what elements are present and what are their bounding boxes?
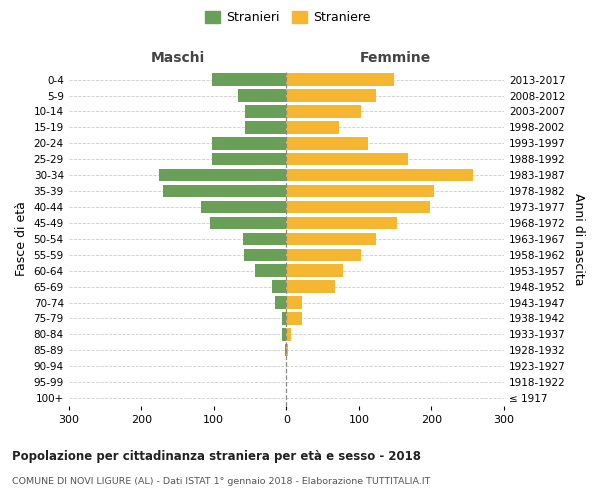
Bar [212,153,286,166]
Bar [286,74,394,86]
Bar [286,232,376,245]
Bar [163,185,286,198]
Bar [286,264,343,277]
Bar [282,312,286,324]
Text: Femmine: Femmine [359,51,431,65]
Bar [286,90,376,102]
Bar [212,137,286,149]
Text: Popolazione per cittadinanza straniera per età e sesso - 2018: Popolazione per cittadinanza straniera p… [12,450,421,463]
Y-axis label: Fasce di età: Fasce di età [15,202,28,276]
Bar [286,280,335,293]
Bar [286,121,338,134]
Bar [286,248,361,261]
Bar [285,344,286,356]
Bar [245,121,286,134]
Bar [286,296,302,308]
Y-axis label: Anni di nascita: Anni di nascita [572,192,585,285]
Bar [286,201,430,213]
Bar [286,137,368,149]
Legend: Stranieri, Straniere: Stranieri, Straniere [200,6,376,29]
Text: COMUNE DI NOVI LIGURE (AL) - Dati ISTAT 1° gennaio 2018 - Elaborazione TUTTITALI: COMUNE DI NOVI LIGURE (AL) - Dati ISTAT … [12,478,430,486]
Bar [210,216,286,229]
Bar [245,106,286,118]
Bar [160,169,286,181]
Bar [286,153,408,166]
Bar [286,344,288,356]
Bar [286,106,361,118]
Bar [286,312,302,324]
Bar [286,328,290,340]
Bar [255,264,286,277]
Bar [275,296,286,308]
Bar [272,280,286,293]
Bar [201,201,286,213]
Bar [282,328,286,340]
Bar [286,216,397,229]
Text: Maschi: Maschi [151,51,205,65]
Bar [286,169,473,181]
Bar [238,90,286,102]
Bar [212,74,286,86]
Bar [244,248,286,261]
Bar [286,185,434,198]
Bar [243,232,286,245]
